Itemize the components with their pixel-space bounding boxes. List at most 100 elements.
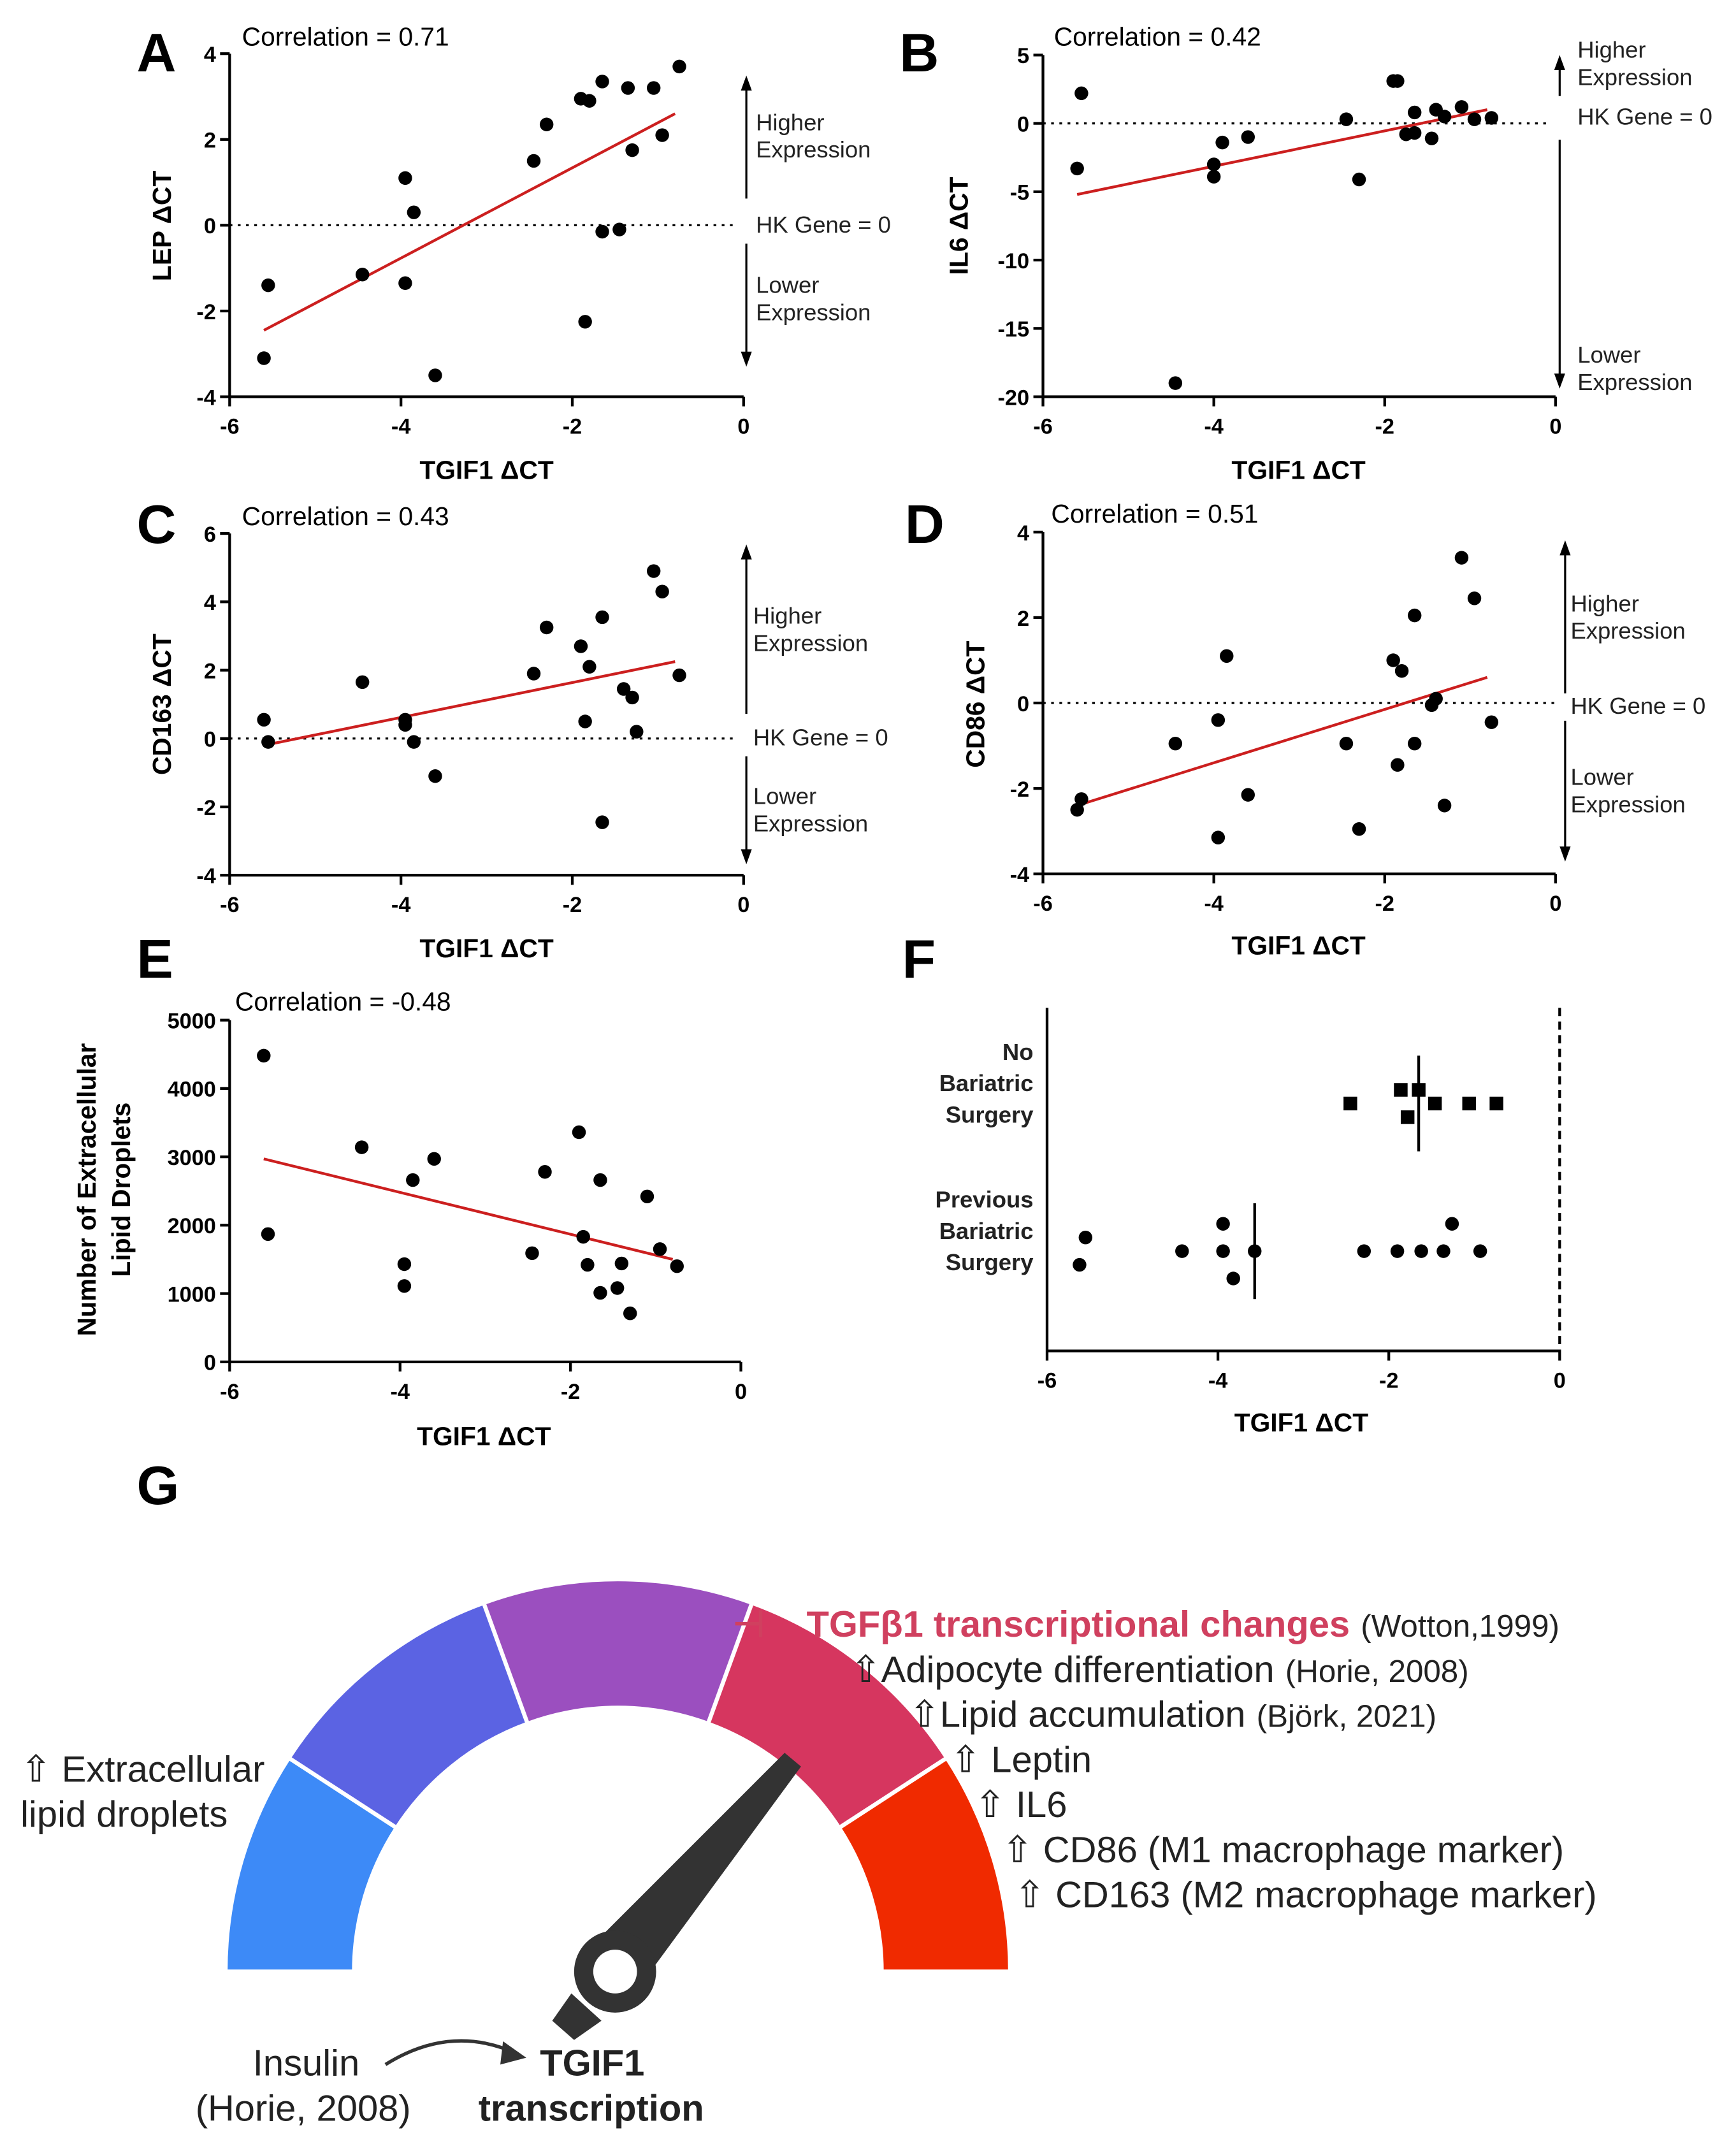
data-point (427, 1152, 441, 1166)
arrowhead-icon (500, 2041, 526, 2065)
hk-gene-label: HK Gene = 0 (1570, 693, 1705, 719)
data-point (407, 735, 421, 749)
x-tick-label: 0 (737, 893, 749, 917)
data-point-circle (1216, 1244, 1230, 1258)
higher-label: Expression (1577, 64, 1692, 91)
needle-icon (552, 1753, 801, 2040)
x-tick-label: -6 (1033, 414, 1053, 438)
y-tick-label: -2 (1010, 778, 1030, 802)
effect-citation: (Horie, 2008) (1285, 1654, 1469, 1689)
data-point (1454, 551, 1469, 565)
y-tick-label: 2 (204, 659, 216, 683)
data-point (1391, 74, 1405, 88)
arrow-up-icon (1554, 55, 1565, 70)
gauge-segment (836, 1755, 1013, 1974)
effect-text: ⇧ CD86 (M1 macrophage marker) (1002, 1830, 1564, 1871)
group-label: Surgery (946, 1101, 1034, 1127)
data-point (1168, 376, 1183, 390)
y-tick-label: -15 (998, 317, 1030, 342)
group-label: No (1002, 1039, 1034, 1065)
y-tick-label: -4 (196, 386, 215, 410)
arrow-up-icon (1559, 540, 1571, 556)
data-point (574, 639, 588, 653)
regression-line (263, 1157, 674, 1261)
y-tick-label: 0 (1017, 692, 1029, 716)
data-point (1215, 135, 1229, 150)
lower-label: Expression (753, 811, 868, 837)
data-point-square (1462, 1096, 1476, 1111)
data-point (539, 620, 554, 635)
data-point (595, 75, 609, 89)
lower-label: Expression (1570, 792, 1685, 818)
data-point (621, 81, 635, 95)
data-point (576, 1229, 590, 1244)
insulin-label: Insulin (253, 2043, 359, 2083)
data-point (407, 205, 421, 219)
y-tick-label: 5000 (168, 1010, 216, 1034)
x-tick-label: 0 (1549, 414, 1561, 438)
x-tick-label: -6 (1038, 1369, 1057, 1393)
hk-gene-label: HK Gene = 0 (753, 725, 888, 751)
data-point (354, 1140, 369, 1154)
x-tick-label: -4 (1208, 1369, 1228, 1393)
data-point (1206, 157, 1221, 171)
data-point (630, 725, 644, 739)
data-point-circle (1390, 1244, 1405, 1258)
data-point (1429, 692, 1443, 706)
data-point (1424, 131, 1439, 145)
data-point-circle (1445, 1217, 1459, 1231)
data-point (1220, 649, 1234, 663)
group-label: Previous (936, 1186, 1034, 1212)
higher-label: Higher (1577, 37, 1646, 63)
data-point (582, 94, 597, 108)
data-point (1394, 664, 1409, 678)
data-point (257, 713, 271, 727)
correlation-label: Correlation = -0.48 (235, 987, 451, 1017)
data-point-circle (1078, 1230, 1093, 1245)
x-axis-label: TGIF1 ΔCT (417, 1422, 551, 1451)
data-point (1407, 608, 1422, 623)
y-tick-label: -10 (998, 249, 1030, 273)
data-point (1437, 799, 1452, 813)
group-label: Bariatric (939, 1070, 1034, 1096)
data-point (623, 1306, 637, 1321)
data-point (1211, 713, 1226, 727)
effect-citation: (Björk, 2021) (1257, 1699, 1436, 1734)
data-point (1074, 792, 1089, 806)
data-point-square (1400, 1110, 1415, 1124)
x-tick-label: -2 (1379, 1369, 1399, 1393)
x-tick-label: -4 (1204, 414, 1224, 438)
data-point (578, 315, 592, 329)
data-point (428, 769, 442, 783)
arrow-down-icon (1559, 846, 1571, 862)
effect-item: TGFβ1 transcriptional changes (Wotton,199… (806, 1604, 1559, 1645)
data-point-square (1489, 1096, 1503, 1111)
data-point (526, 667, 541, 681)
data-point-circle (1226, 1271, 1240, 1286)
higher-label: Expression (756, 136, 871, 163)
effect-text: ⇧ CD163 (M2 macrophage marker) (1015, 1875, 1597, 1916)
data-point (640, 1189, 655, 1204)
data-point (397, 1279, 412, 1293)
data-point (595, 610, 609, 625)
data-point (1241, 788, 1255, 802)
lower-label: Expression (1577, 369, 1692, 395)
x-axis-label: TGIF1 ΔCT (1231, 455, 1366, 484)
data-point (526, 154, 541, 168)
lower-label: Lower (756, 272, 819, 298)
x-tick-label: -6 (220, 1380, 240, 1404)
effect-text: TGFβ1 transcriptional changes (806, 1604, 1350, 1645)
x-axis-label: TGIF1 ΔCT (419, 934, 554, 963)
arrow-down-icon (1554, 373, 1565, 389)
y-axis-label: IL6 ΔCT (944, 177, 974, 275)
regression-line (263, 112, 676, 332)
effect-item: ⇧ CD163 (M2 macrophage marker) (1015, 1875, 1597, 1916)
correlation-label: Correlation = 0.71 (242, 22, 449, 51)
data-point (655, 584, 669, 598)
lower-label: Expression (756, 299, 871, 325)
effect-text: ⇧Adipocyte differentiation (850, 1649, 1275, 1690)
